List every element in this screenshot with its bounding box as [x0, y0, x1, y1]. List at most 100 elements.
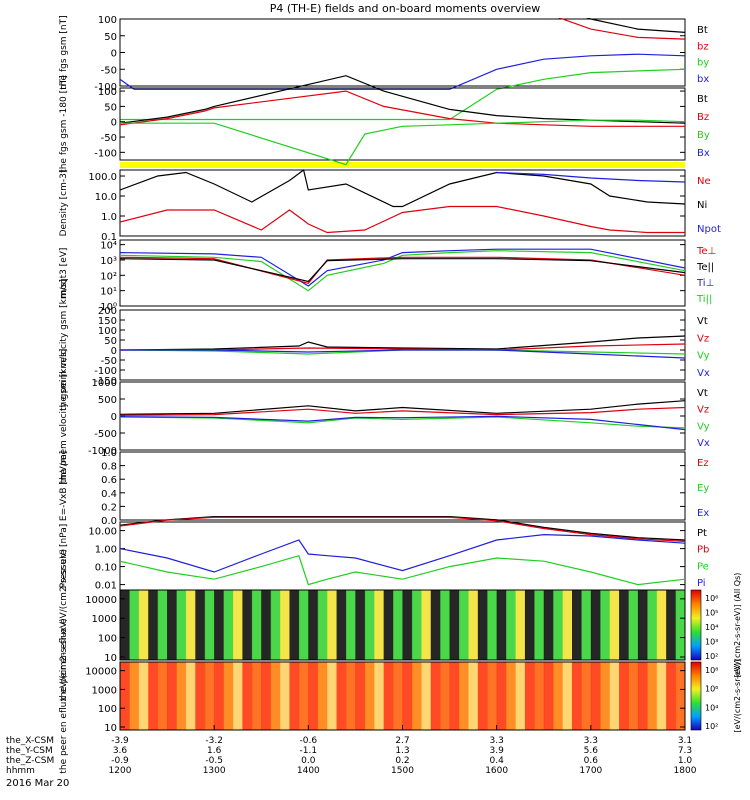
- y-axis-label: the peem velocity gsm [km/s]: [59, 349, 69, 484]
- heatmap-cell: [468, 590, 479, 660]
- legend-label: By: [697, 130, 710, 141]
- series-line-vx: [120, 415, 685, 431]
- series-line-bx: [120, 53, 685, 90]
- series-line-by: [120, 68, 685, 121]
- x-tick-label: 3.9: [490, 746, 505, 756]
- heatmap-cell: [440, 662, 451, 730]
- heatmap-cell: [572, 662, 582, 730]
- series-line-npot: [496, 171, 685, 183]
- y-tick-label: 200: [98, 306, 117, 317]
- heatmap-cell: [647, 662, 658, 730]
- y-axis-label: the peer en eflux eV/(cm2-s-sr-eV): [59, 618, 69, 773]
- legend-label: Bx: [697, 148, 710, 159]
- x-tick-label: 3.3: [490, 736, 504, 746]
- y-tick-label: 10⁴: [100, 241, 117, 252]
- heatmap-cell: [204, 662, 215, 730]
- y-tick-label: 0.0: [101, 516, 117, 527]
- y-tick-label: 1.0: [101, 212, 117, 223]
- heatmap-cell: [364, 590, 375, 660]
- heatmap-cell: [317, 590, 328, 660]
- y-tick-label: 0.2: [101, 502, 117, 513]
- heatmap-cell: [157, 662, 168, 730]
- y-tick-label: 10³: [100, 256, 117, 267]
- colorbar-tick-label: 10⁴: [705, 703, 718, 712]
- heatmap-cell: [477, 662, 488, 730]
- series-line-bz: [557, 18, 685, 40]
- heatmap-cell: [562, 662, 573, 730]
- y-tick-label: 1000: [92, 685, 117, 696]
- x-tick-label: 0.0: [301, 756, 316, 766]
- y-tick-label: 0: [111, 49, 117, 60]
- heatmap-cell: [298, 590, 309, 660]
- heatmap-cell: [138, 590, 149, 660]
- x-row-label: the_X-CSM: [6, 736, 54, 746]
- legend-label: Vt: [697, 388, 708, 399]
- y-tick-label: 50: [104, 336, 117, 347]
- legend-label: Pb: [697, 545, 709, 556]
- y-tick-label: 0.6: [101, 475, 117, 486]
- y-tick-label: -150: [94, 376, 117, 387]
- heatmap-cell: [515, 662, 526, 730]
- colorbar-tick-label: 10²: [705, 652, 718, 661]
- heatmap-cell: [656, 662, 667, 730]
- heatmap-cell: [609, 662, 620, 730]
- panel-frame: [119, 451, 686, 521]
- series-line-by: [120, 119, 685, 166]
- heatmap-cell: [157, 590, 168, 660]
- series-line-vy: [120, 416, 685, 429]
- panel-frame: [119, 239, 686, 307]
- x-tick-label: 1700: [579, 766, 602, 776]
- heatmap-cell: [572, 590, 582, 660]
- series-line-ti: [120, 248, 685, 287]
- heatmap-cell: [393, 662, 403, 730]
- x-tick-label: 3.6: [113, 746, 128, 756]
- heatmap-cell: [214, 662, 225, 730]
- x-tick-label: 2.7: [395, 736, 409, 746]
- heatmap-cell: [449, 662, 460, 730]
- heatmap-cell: [421, 590, 432, 660]
- y-axis-label: E=-VxB [mV/m]: [59, 451, 69, 521]
- series-line-bt: [586, 18, 685, 33]
- legend-label: bz: [697, 41, 709, 52]
- heatmap-cell: [656, 590, 667, 660]
- series-line-ne: [120, 205, 685, 234]
- legend-label: Bt: [697, 94, 708, 105]
- legend-label: Ne: [697, 176, 711, 187]
- panel-frame: [119, 169, 686, 237]
- heatmap-cell: [355, 662, 366, 730]
- heatmap-cell: [298, 662, 309, 730]
- heatmap-cell: [270, 590, 281, 660]
- x-tick-label: 1.6: [207, 746, 222, 756]
- series-line-ni: [120, 168, 685, 208]
- y-tick-label: 10⁰: [100, 302, 117, 313]
- heatmap-cell: [600, 590, 611, 660]
- y-tick-label: 1000: [92, 378, 117, 389]
- x-tick-label: 1.0: [678, 756, 693, 766]
- legend-label: Vz: [697, 333, 709, 344]
- x-tick-label: 1200: [109, 766, 132, 776]
- heatmap-cell: [223, 590, 234, 660]
- heatmap-cell: [619, 662, 629, 730]
- heatmap-cell: [524, 590, 535, 660]
- colorbar-tick-label: 10⁶: [705, 594, 718, 603]
- y-tick-label: 0.1: [101, 232, 117, 243]
- legend-label: Vx: [697, 438, 710, 449]
- heatmap-cell: [666, 662, 677, 730]
- legend-label: Vy: [697, 351, 710, 362]
- heatmap-cell: [628, 590, 639, 660]
- series-line-vt: [120, 400, 685, 415]
- legend-label: by: [697, 58, 709, 69]
- heatmap-cell: [543, 590, 554, 660]
- legend-label: Bt: [697, 25, 708, 36]
- y-tick-label: 500: [98, 395, 117, 406]
- x-tick-label: 1300: [203, 766, 226, 776]
- heatmap-cell: [374, 662, 385, 730]
- heatmap-cell: [129, 662, 140, 730]
- heatmap-cell: [553, 590, 564, 660]
- y-tick-label: -100: [94, 366, 117, 377]
- heatmap-cell: [468, 662, 479, 730]
- x-tick-label: -0.5: [205, 756, 223, 766]
- heatmap-cell: [506, 662, 516, 730]
- heatmap-cell: [204, 590, 215, 660]
- legend-label: Vy: [697, 421, 710, 432]
